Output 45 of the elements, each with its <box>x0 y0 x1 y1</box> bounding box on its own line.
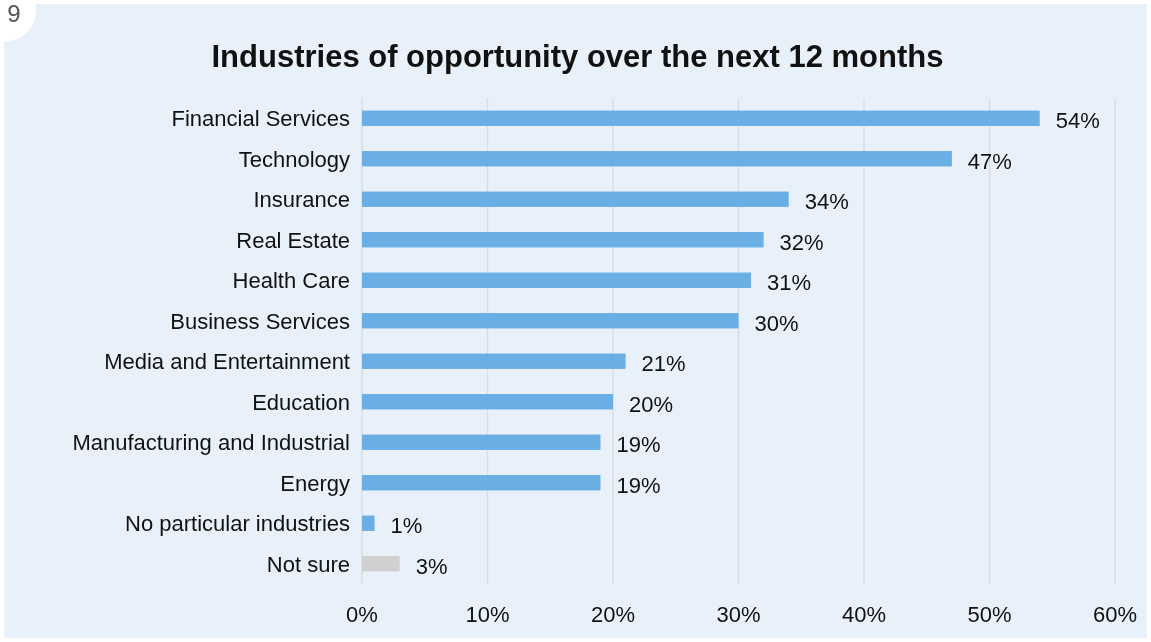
y-tick-label: Manufacturing and Industrial <box>72 430 350 456</box>
y-tick-label: Health Care <box>232 268 350 294</box>
y-tick-label: Business Services <box>170 308 350 334</box>
y-tick-label: Financial Services <box>171 106 350 132</box>
bar <box>362 110 1040 126</box>
y-tick-label: Real Estate <box>236 227 350 253</box>
bar <box>362 434 601 450</box>
data-label: 1% <box>390 513 423 539</box>
bar <box>362 191 789 207</box>
y-tick-label: No particular industries <box>125 511 350 537</box>
bar <box>362 151 952 167</box>
y-tick-label: Media and Entertainment <box>104 349 350 375</box>
bar <box>362 475 601 491</box>
bar <box>362 353 626 369</box>
bar <box>362 272 752 288</box>
data-label: 19% <box>616 472 661 498</box>
data-label: 3% <box>415 553 448 579</box>
y-tick-label: Insurance <box>253 187 350 213</box>
bar <box>362 556 400 572</box>
bar <box>362 313 739 329</box>
text: 9 <box>7 0 21 27</box>
x-tick-label: 20% <box>590 602 636 627</box>
bar <box>362 515 375 531</box>
x-tick-label: 30% <box>716 602 761 627</box>
data-label: 31% <box>767 270 812 296</box>
chart-title: Industries of opportunity over the next 12 months <box>211 39 944 74</box>
bar <box>362 232 764 248</box>
y-tick-label: Technology <box>238 146 350 172</box>
data-label: 19% <box>616 432 661 458</box>
x-tick-label: 10% <box>465 602 510 627</box>
y-tick-label: Education <box>252 389 350 415</box>
y-tick-label: Not sure <box>266 551 350 577</box>
x-tick-label: 60% <box>1092 602 1138 627</box>
bar <box>362 394 613 410</box>
data-label: 47% <box>967 148 1012 174</box>
x-tick-label: 0% <box>346 602 378 627</box>
x-tick-label: 40% <box>841 602 887 627</box>
data-label: 21% <box>641 351 686 377</box>
data-label: 54% <box>1055 108 1100 134</box>
y-tick-label: Energy <box>280 470 350 496</box>
x-tick-label: 50% <box>967 602 1012 627</box>
data-label: 30% <box>754 310 799 336</box>
data-label: 32% <box>779 229 824 255</box>
data-label: 34% <box>804 189 849 215</box>
data-label: 20% <box>629 391 674 417</box>
